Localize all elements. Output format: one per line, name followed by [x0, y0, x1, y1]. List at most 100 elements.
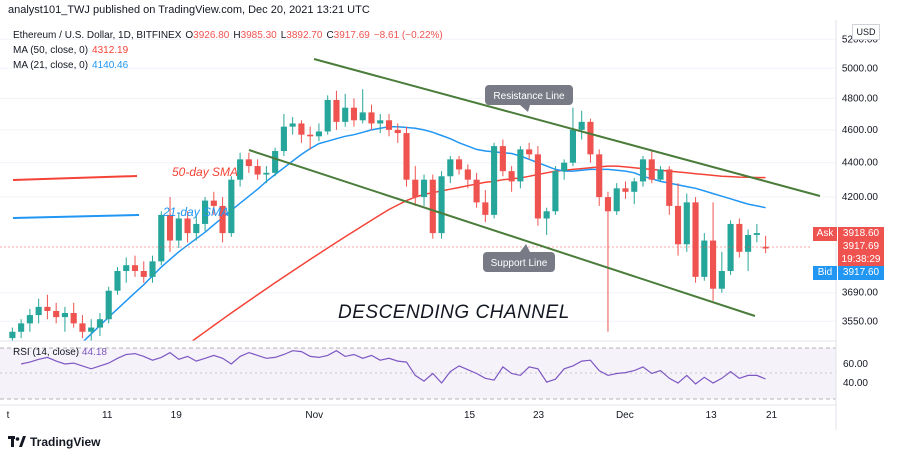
candle-body	[622, 188, 629, 192]
support-channel-line	[248, 149, 756, 317]
candle-body	[578, 121, 585, 130]
resistance-channel-line	[313, 58, 821, 197]
currency-badge[interactable]: USD	[852, 24, 880, 40]
candle-body	[210, 200, 217, 206]
rsi-tick-label: 60.00	[843, 359, 868, 370]
candle-body	[184, 218, 191, 234]
price-axis[interactable]: 5200.005000.004800.004600.004400.004200.…	[842, 34, 879, 327]
candle-body	[289, 123, 296, 127]
time-tick-label: Dec	[616, 410, 634, 421]
candle-body	[175, 218, 182, 241]
candle-body	[762, 246, 769, 249]
high-value: 3985.30	[240, 30, 277, 41]
candle-body	[508, 171, 515, 182]
bid-price-tag: 3917.60	[838, 266, 884, 280]
candle-body	[745, 234, 752, 252]
candle-body	[237, 159, 244, 180]
time-axis[interactable]: t 11 19 Nov 15 23 Dec 13 21	[7, 410, 778, 421]
candle-body	[377, 120, 384, 124]
candle-body	[438, 176, 445, 234]
candle-body	[499, 146, 506, 172]
chart-legend: Ethereum / U.S. Dollar, 1D, BITFINEX O 39…	[13, 28, 443, 73]
price-tick-label: 4600.00	[842, 125, 879, 136]
change-value: −8.61 (−0.22%)	[373, 30, 443, 41]
candle-body	[403, 133, 410, 180]
time-tick-label: 23	[533, 410, 545, 421]
price-chart[interactable]: 50-day SMA 21-day SMA Resistance Line Su…	[0, 20, 900, 430]
price-tick-label: 3690.00	[842, 288, 879, 299]
last-price-tag: 3917.69	[838, 240, 884, 254]
candle-body	[561, 162, 568, 172]
candle-body	[753, 233, 760, 235]
ma50-value: 4312.19	[92, 45, 129, 56]
candle-body	[543, 211, 550, 219]
candle-body	[105, 290, 112, 320]
rsi-axis[interactable]: 60.00 40.00	[843, 359, 868, 389]
candle-body	[298, 123, 305, 135]
candle-body	[464, 169, 471, 180]
candle-body	[35, 306, 42, 316]
candle-body	[26, 315, 33, 324]
candle-body	[228, 179, 235, 234]
candle-body	[131, 265, 139, 272]
tradingview-logo[interactable]: TradingView	[8, 435, 100, 449]
candle-body	[666, 169, 673, 206]
candle-body	[368, 112, 375, 124]
candle-body	[710, 240, 717, 289]
candle-body	[727, 223, 734, 272]
candle-body	[639, 159, 647, 182]
candle-body	[307, 134, 314, 137]
time-tick-label: 15	[464, 410, 476, 421]
ma21-sample-line	[12, 214, 140, 219]
price-tick-label: 5000.00	[842, 63, 879, 74]
candle-body	[254, 166, 261, 175]
time-tick-label: Nov	[305, 410, 323, 421]
bid-label: Bid	[813, 266, 837, 280]
resistance-callout-text: Resistance Line	[493, 91, 565, 102]
candle-body	[701, 240, 708, 277]
candle-body	[44, 306, 51, 311]
candle-body	[385, 120, 393, 130]
candle-body	[140, 271, 147, 277]
candle-body	[245, 159, 252, 167]
rsi-tick-label: 40.00	[843, 378, 868, 389]
rsi-label: RSI (14, close)	[13, 347, 80, 358]
ma21-annotation: 21-day SMA	[162, 205, 229, 219]
candle-body	[342, 107, 349, 122]
candle-body	[272, 151, 279, 173]
candle-body	[158, 214, 165, 262]
tradingview-logo-icon	[8, 436, 26, 447]
candle-body	[149, 261, 156, 277]
publish-header: analyst101_TWJ published on TradingView.…	[0, 0, 900, 20]
tradingview-brand: TradingView	[30, 435, 101, 449]
price-tick-label: 4400.00	[842, 158, 879, 169]
candle-body	[456, 159, 463, 170]
footer: TradingView	[0, 430, 900, 457]
ma50-label: MA (50, close, 0)	[13, 45, 89, 56]
candle-body	[657, 169, 664, 180]
high-label: H	[233, 30, 241, 41]
candle-body	[123, 265, 130, 272]
candle-body	[604, 197, 612, 212]
candle-body	[280, 126, 287, 152]
candles	[9, 89, 769, 341]
time-tick-label: 19	[171, 410, 183, 421]
candle-body	[526, 149, 533, 155]
time-tick-label: t	[7, 410, 10, 421]
candle-body	[412, 179, 419, 198]
time-tick-label: 11	[102, 410, 113, 421]
candle-body	[552, 171, 559, 212]
candle-body	[473, 179, 480, 203]
candle-body	[613, 188, 620, 212]
publish-info: analyst101_TWJ published on TradingView.…	[8, 4, 370, 16]
rsi-band	[0, 348, 836, 399]
rsi-line	[20, 350, 766, 385]
channel-label: DESCENDING CHANNEL	[338, 302, 570, 323]
candle-body	[394, 129, 401, 134]
close-value: 3917.69	[333, 30, 370, 41]
candle-body	[447, 159, 454, 177]
rsi-value: 44.18	[81, 347, 107, 358]
candle-body	[718, 271, 725, 289]
candle-body	[114, 271, 121, 291]
candle-body	[674, 205, 682, 245]
